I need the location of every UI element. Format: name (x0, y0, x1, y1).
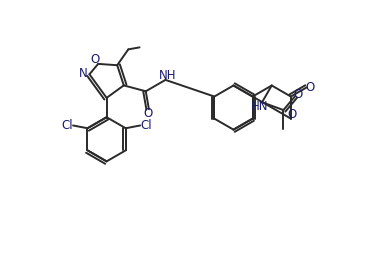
Text: O: O (294, 88, 303, 101)
Text: NH: NH (158, 69, 176, 82)
Text: O: O (287, 108, 296, 121)
Text: Cl: Cl (61, 119, 73, 132)
Text: O: O (144, 107, 153, 120)
Text: O: O (306, 81, 315, 94)
Text: HN: HN (251, 100, 269, 113)
Text: N: N (79, 67, 88, 80)
Text: Cl: Cl (140, 119, 152, 132)
Text: O: O (90, 53, 100, 66)
